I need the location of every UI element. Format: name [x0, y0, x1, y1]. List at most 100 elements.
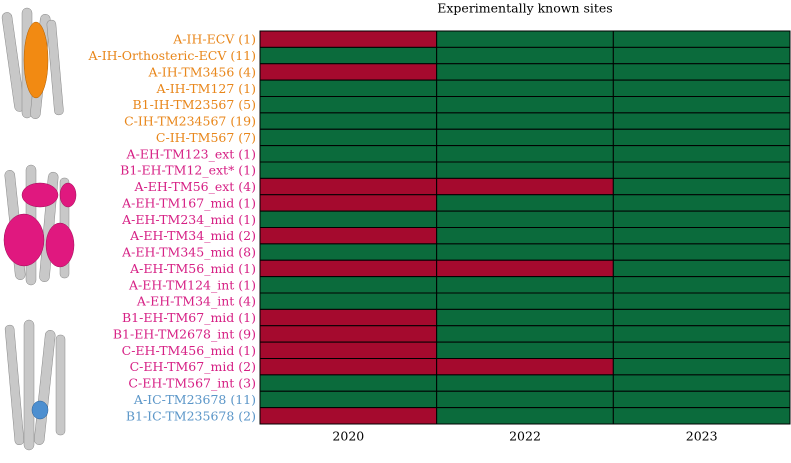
heatmap-cell [259, 161, 438, 179]
heatmap-cell [259, 194, 438, 212]
heatmap-cell [436, 259, 614, 278]
row-label: C-EH-TM67_mid (2) [130, 359, 256, 374]
heatmap-cell [436, 390, 614, 409]
heatmap-cell [612, 210, 791, 228]
heatmap-cell [259, 243, 438, 261]
heatmap-cell [436, 210, 614, 228]
heatmap-cell [612, 341, 791, 359]
heatmap-cell [259, 227, 438, 245]
heatmap-cell [436, 79, 614, 97]
heatmap-cell [436, 407, 614, 425]
heatmap-cell [436, 177, 614, 196]
row-label: A-EH-TM56_ext (4) [134, 179, 257, 194]
heatmap-cell [436, 96, 614, 114]
heatmap-cell [612, 128, 791, 147]
heatmap-cell [259, 325, 438, 343]
heatmap-cell [612, 374, 791, 392]
row-label: B1-IH-TM23567 (5) [132, 97, 256, 112]
row-label: A-IH-Orthosteric-ECV (11) [87, 48, 256, 63]
row-label: A-EH-TM56_mid (1) [129, 261, 256, 276]
heatmap-cell [436, 46, 614, 65]
protein-ih [1, 7, 64, 119]
chart-title: Experimentally known sites [437, 1, 612, 16]
heatmap-cell [612, 63, 791, 81]
heatmap-cell [259, 374, 438, 392]
heatmap-cell [436, 292, 614, 310]
heatmap-cell [259, 407, 438, 425]
row-label: A-EH-TM167_mid (1) [121, 195, 256, 210]
heatmap-cell [436, 30, 614, 48]
row-label: C-IH-TM567 (7) [156, 130, 256, 145]
heatmap-cell [612, 79, 791, 97]
heatmap-cell [612, 276, 791, 294]
heatmap-cell [612, 177, 791, 196]
row-label: B1-EH-TM2678_int (9) [113, 326, 256, 341]
heatmap-cell [259, 96, 438, 114]
heatmap-cell [259, 112, 438, 130]
heatmap-cell [612, 194, 791, 212]
heatmap-cell [612, 161, 791, 179]
heatmap-cell [259, 46, 438, 65]
row-label: B1-EH-TM67_mid (1) [122, 310, 256, 325]
row-label: A-EH-TM123_ext (1) [126, 146, 256, 161]
protein-illustrations [1, 7, 77, 451]
heatmap-cell [436, 243, 614, 261]
column-label: 2022 [509, 429, 541, 444]
heatmap-cell [612, 390, 791, 409]
heatmap-cell [436, 161, 614, 179]
heatmap-cell [436, 325, 614, 343]
row-label: A-IH-TM3456 (4) [148, 64, 257, 79]
row-label: B1-EH-TM12_ext* (1) [120, 163, 256, 178]
heatmap-cell [259, 79, 438, 97]
row-label: A-EH-TM34_mid (2) [129, 228, 256, 243]
heatmap-cell [259, 390, 438, 409]
row-label: A-IH-TM127 (1) [155, 81, 256, 96]
heatmap-cell [259, 177, 438, 196]
row-label: C-EH-TM456_mid (1) [122, 343, 256, 358]
heatmap-cell [612, 112, 791, 130]
heatmap-cell [259, 358, 438, 376]
row-label: B1-IC-TM235678 (2) [126, 408, 256, 423]
heatmap-cell [259, 145, 438, 163]
row-label: C-EH-TM567_int (3) [128, 376, 256, 391]
heatmap-cell [612, 46, 791, 65]
column-label: 2023 [686, 429, 718, 444]
row-label: A-EH-TM124_int (1) [128, 277, 256, 292]
row-label: A-EH-TM234_mid (1) [121, 212, 256, 227]
heatmap-cell [612, 292, 791, 310]
row-label: A-EH-TM34_int (4) [136, 294, 256, 309]
heatmap-cell [436, 276, 614, 294]
heatmap-cell [436, 341, 614, 359]
heatmap-cell [612, 308, 791, 327]
column-label: 2020 [332, 429, 364, 444]
heatmap-cell [259, 210, 438, 228]
heatmap-cell [436, 227, 614, 245]
heatmap-cell [612, 358, 791, 376]
heatmap-cell [259, 259, 438, 278]
heatmap-cell [436, 145, 614, 163]
heatmap-cell [436, 128, 614, 147]
heatmap-cell [612, 145, 791, 163]
heatmap-cell [259, 30, 438, 48]
heatmap-cell [612, 30, 791, 48]
heatmap-cell [259, 292, 438, 310]
heatmap-cell [612, 259, 791, 278]
heatmap-cell [259, 341, 438, 359]
heatmap-cell [436, 194, 614, 212]
row-label: A-IH-ECV (1) [172, 32, 256, 47]
heatmap-cell [612, 96, 791, 114]
heatmap-cell [259, 128, 438, 147]
heatmap-cell [436, 63, 614, 81]
heatmap-cell [259, 63, 438, 81]
row-label: C-IH-TM234567 (19) [124, 114, 256, 129]
heatmap-cell [612, 227, 791, 245]
heatmap-cell [259, 276, 438, 294]
heatmap-cell [436, 112, 614, 130]
heatmap-cell [436, 308, 614, 327]
heatmap-cell [612, 407, 791, 425]
heatmap-cell [612, 243, 791, 261]
row-label: A-IC-TM23678 (11) [133, 392, 256, 407]
heatmap-cell [436, 374, 614, 392]
protein-eh [3, 164, 77, 286]
